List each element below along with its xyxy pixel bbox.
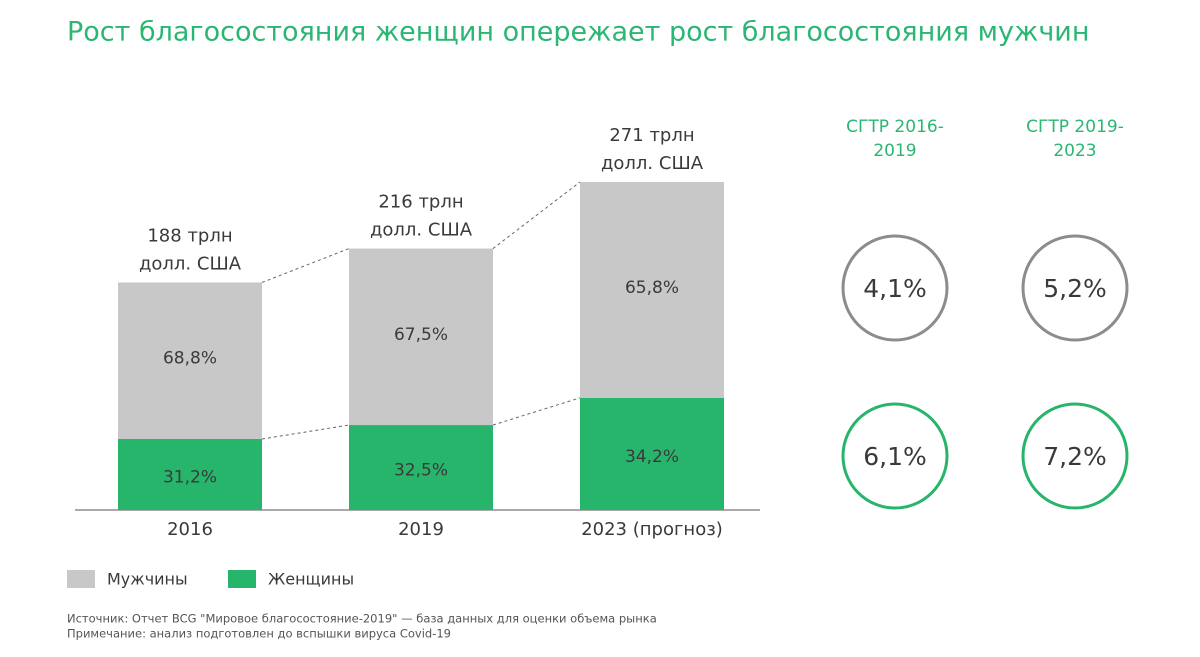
cagr-value: 5,2% [1043,274,1107,303]
total-label: 271 трлн [609,125,694,146]
x-tick-label: 2019 [398,519,444,540]
total-label: долл. США [139,253,242,274]
cagr-header: 2023 [1053,141,1096,161]
connector [261,424,350,440]
cagr-value: 7,2% [1043,442,1107,471]
total-label: долл. США [601,153,704,174]
cagr-value: 4,1% [863,274,927,303]
legend-swatch [67,570,95,588]
bar-segment [349,425,493,510]
source: Источник: Отчет BCG "Мировое благосостоя… [67,612,657,626]
cagr-circle [841,234,949,342]
bar-segment [580,397,724,510]
legend-label: Женщины [268,570,354,589]
bar-segment [118,282,262,440]
total-label: 216 трлн [378,192,463,213]
x-tick-label: 2016 [167,519,213,540]
cagr-circle [1021,234,1129,342]
total-label: 188 трлн [147,225,232,246]
bar-segment [349,248,493,426]
value-label: 34,2% [625,447,679,467]
cagr-value: 6,1% [863,442,927,471]
value-label: 65,8% [625,278,679,298]
value-label: 32,5% [394,461,448,481]
legend-label: Мужчины [107,570,188,589]
total-label: долл. США [370,220,473,241]
note: Примечание: анализ подготовлен до вспышк… [67,627,451,641]
connector [492,181,581,249]
bar-segment [580,182,724,398]
value-label: 31,2% [163,468,217,488]
x-tick-label: 2023 (прогноз) [581,519,723,540]
value-label: 68,8% [163,349,217,369]
cagr-circle [841,402,949,510]
bar-segment [118,439,262,510]
cagr-header: 2019 [873,141,916,161]
value-label: 67,5% [394,325,448,345]
cagr-circle [1021,402,1129,510]
legend-swatch [228,570,256,588]
cagr-header: СГТР 2019- [1026,117,1124,137]
cagr-header: СГТР 2016- [846,117,944,137]
chart-title: Рост благосостояния женщин опережает рос… [67,17,1089,48]
